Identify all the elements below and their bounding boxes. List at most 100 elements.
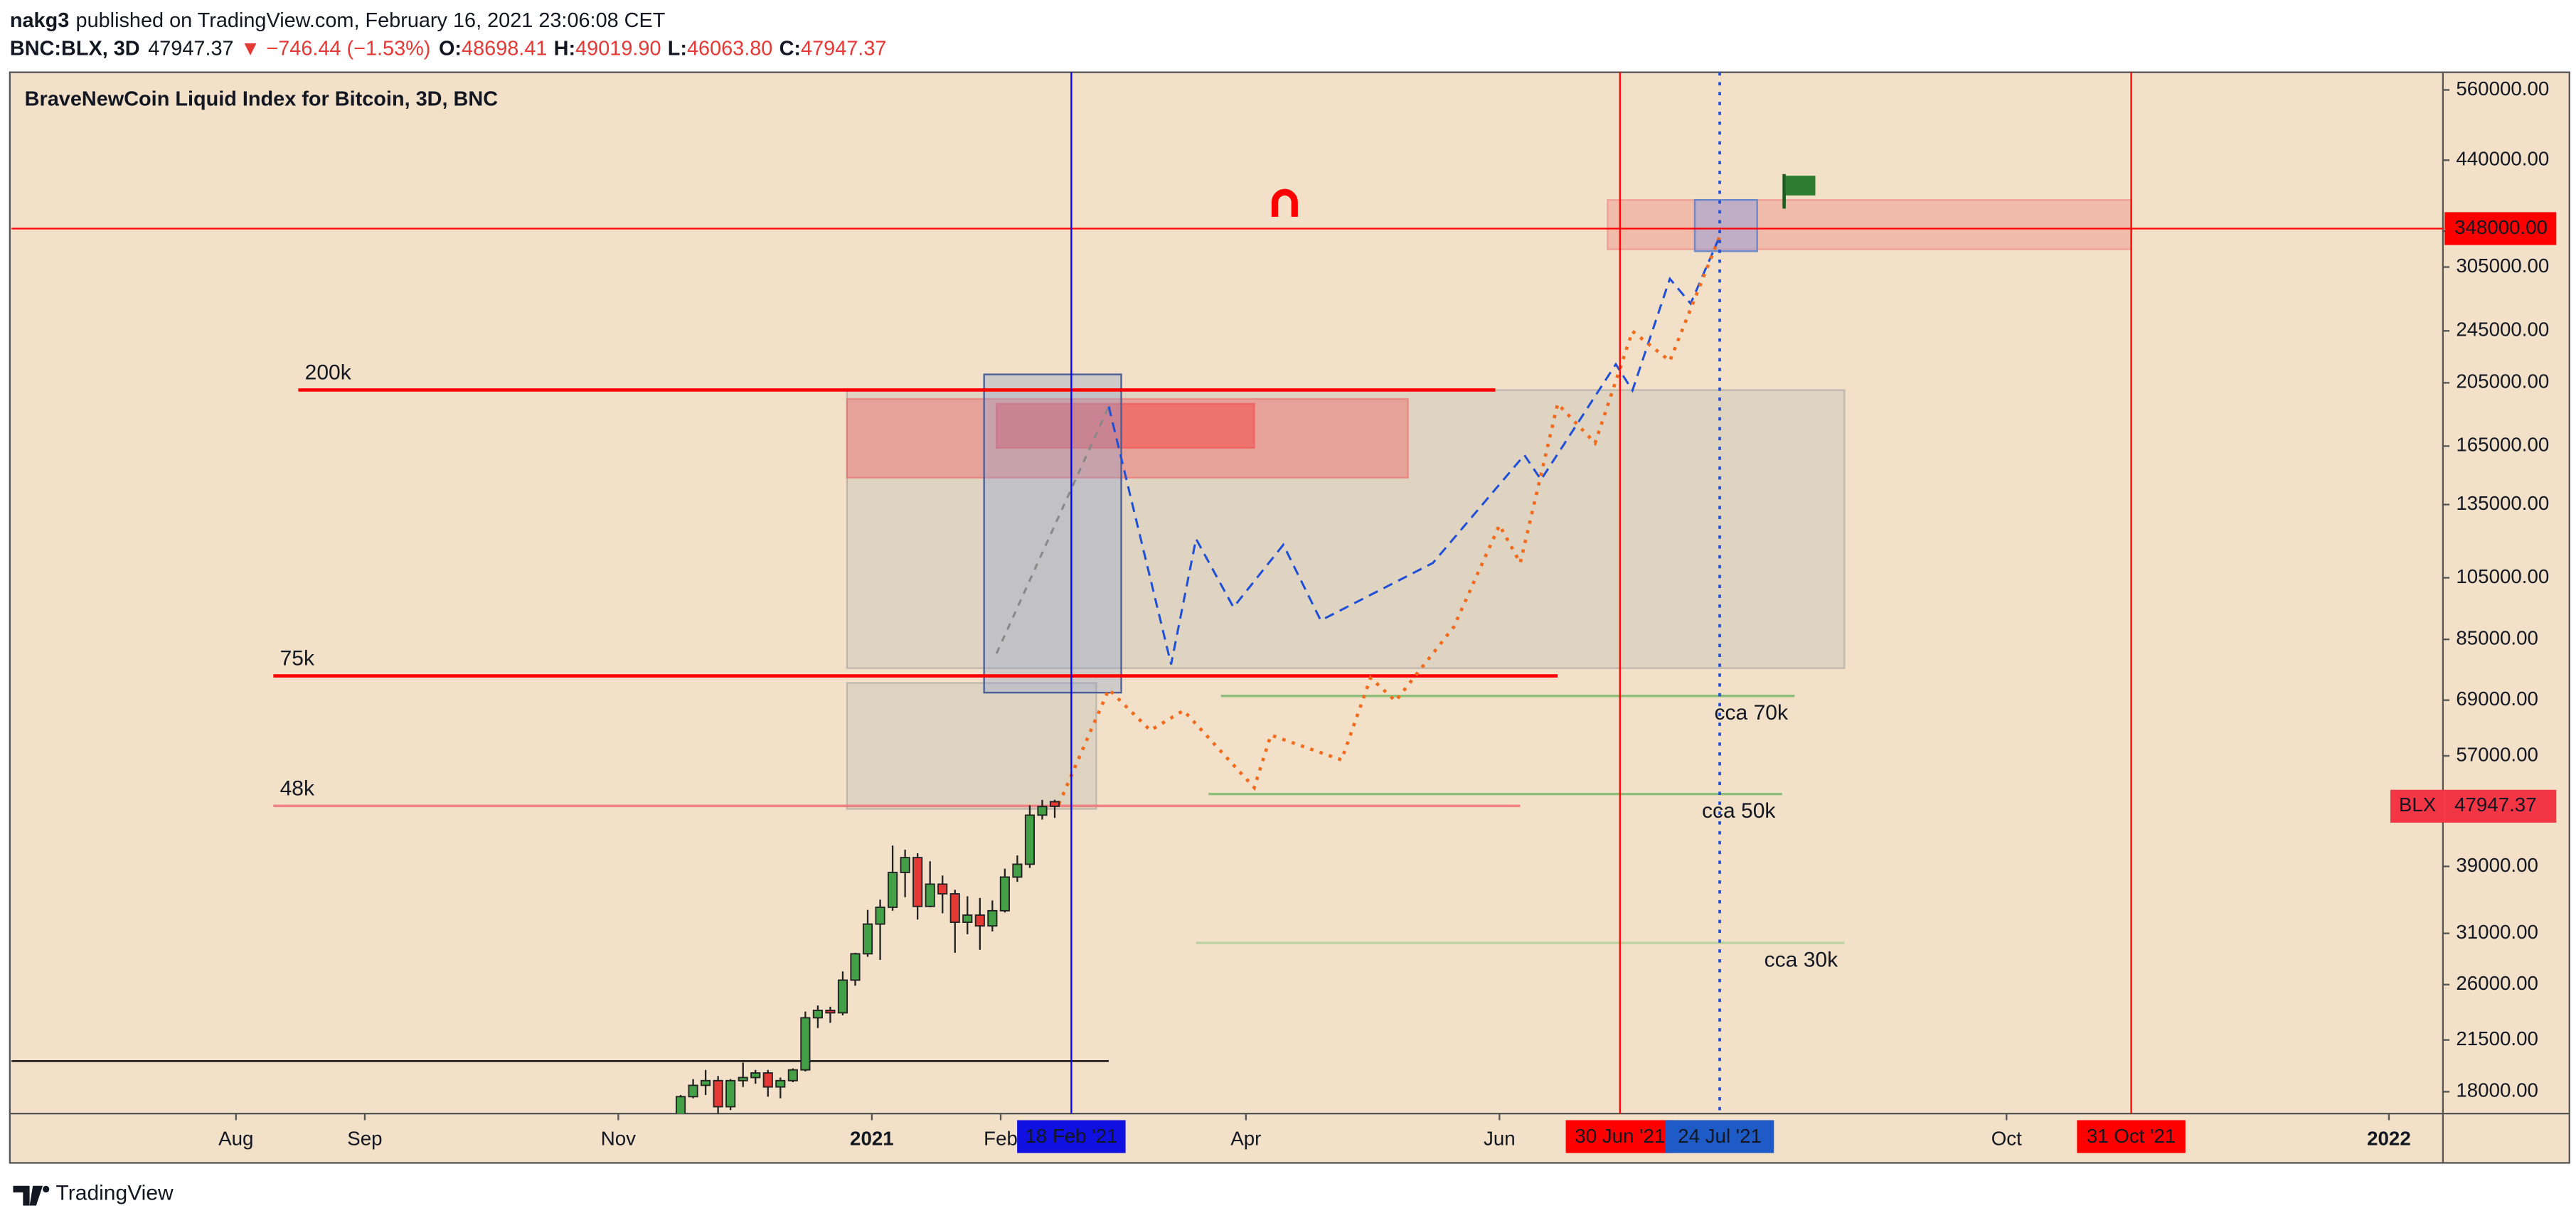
- y-tick-label: 21500.00: [2456, 1027, 2538, 1050]
- zone: [1607, 198, 2132, 250]
- chart-title: BraveNewCoin Liquid Index for Bitcoin, 3…: [25, 88, 499, 111]
- price-line-label-bg: [2444, 212, 2557, 245]
- candle-body: [974, 914, 985, 927]
- y-tick-label: 69000.00: [2456, 688, 2538, 710]
- candle-body: [725, 1079, 736, 1108]
- candle-body: [675, 1096, 686, 1114]
- plot-area: 200k 75k 48k cca 70k cca 50k cca 30k: [11, 198, 2443, 1114]
- last-price-label: 47947.37: [2454, 794, 2537, 816]
- candle-body: [713, 1079, 723, 1108]
- logo-mark: [13, 1185, 50, 1206]
- y-tick-label: 26000.00: [2456, 972, 2538, 994]
- marker-label-bg: [1017, 1120, 1126, 1153]
- candle-body: [962, 914, 973, 923]
- y-tick-label: 305000.00: [2456, 255, 2549, 277]
- marker-label-bg: [1565, 1120, 1675, 1153]
- level-label: 75k: [280, 646, 315, 670]
- price-line-label: 348000.00: [2454, 216, 2548, 238]
- candle-body: [1024, 814, 1036, 865]
- last: 47947.37: [148, 37, 233, 60]
- candle-body: [888, 872, 898, 908]
- footer-brand: TradingView: [56, 1181, 174, 1205]
- c-label: C:: [779, 37, 801, 60]
- y-tick-label: 57000.00: [2456, 743, 2538, 765]
- candle-body: [949, 893, 960, 923]
- x-tick-label: Feb: [984, 1127, 1018, 1149]
- candle-body: [800, 1017, 811, 1071]
- marker-label: 31 Oct '21: [2087, 1125, 2176, 1147]
- level-label: cca 70k: [1715, 701, 1789, 725]
- zone: [983, 373, 1122, 694]
- marker-label: 24 Jul '21: [1678, 1125, 1762, 1147]
- last-price-name-bg: [2390, 789, 2445, 823]
- x-tick-label: Jun: [1484, 1127, 1516, 1149]
- candle-body: [825, 1010, 836, 1014]
- candle-body: [812, 1010, 823, 1019]
- last-price-bg: [2444, 789, 2557, 823]
- candle-body: [925, 883, 935, 907]
- candle-body: [775, 1079, 786, 1088]
- candle-body: [787, 1069, 798, 1082]
- l-label: L:: [668, 37, 687, 60]
- marker-label: 18 Feb '21: [1025, 1125, 1117, 1147]
- level-label: cca 30k: [1765, 948, 1838, 971]
- o-label: O:: [439, 37, 462, 60]
- y-tick-label: 31000.00: [2456, 921, 2538, 943]
- symbol: BNC:BLX, 3D: [10, 37, 140, 60]
- h-value: 49019.90: [575, 37, 661, 60]
- marker-label-bg: [2077, 1120, 2186, 1153]
- candle-body: [762, 1072, 773, 1088]
- candle-body: [1049, 801, 1060, 807]
- level-label: 200k: [305, 361, 352, 384]
- zone: [996, 402, 1255, 449]
- y-tick-label: 85000.00: [2456, 627, 2538, 649]
- candle-body: [738, 1077, 748, 1082]
- change: ▼ −746.44 (−1.53%): [240, 37, 431, 60]
- x-tick-label: 2022: [2367, 1127, 2411, 1149]
- y-tick-label: 440000.00: [2456, 148, 2549, 170]
- header-line-2: BNC:BLX, 3D 47947.37 ▼ −746.44 (−1.53%) O:4…: [10, 37, 887, 60]
- author: nakg3: [10, 9, 69, 32]
- h-label: H:: [554, 37, 575, 60]
- y-tick-label: 18000.00: [2456, 1079, 2538, 1101]
- last-price-name: BLX: [2399, 794, 2436, 816]
- y-tick-label: 135000.00: [2456, 492, 2549, 514]
- candle-body: [688, 1084, 698, 1098]
- x-tick-label: 2021: [850, 1127, 894, 1149]
- zone: [1693, 198, 1758, 252]
- y-tick-label: 205000.00: [2456, 370, 2549, 392]
- y-tick-label: 105000.00: [2456, 565, 2549, 587]
- x-tick-label: Apr: [1230, 1127, 1261, 1149]
- candle-body: [850, 953, 861, 981]
- magnet-icon: [1271, 188, 1298, 217]
- projection-path: [1107, 235, 1721, 665]
- candle-body: [999, 876, 1010, 912]
- flag-icon: [1782, 173, 1816, 209]
- level-label: cca 50k: [1702, 799, 1776, 823]
- plot: 200k 75k 48k cca 70k cca 50k cca 30k 560000.00…: [11, 72, 2557, 1153]
- x-tick-label: Oct: [1991, 1127, 2022, 1149]
- y-tick-label: 39000.00: [2456, 854, 2538, 876]
- magnet-shape: [1271, 188, 1298, 217]
- candle-body: [900, 857, 910, 873]
- l-value: 46063.80: [687, 37, 772, 60]
- candle-body: [875, 907, 885, 925]
- footer-logo: TradingView: [13, 1181, 174, 1206]
- candle-body: [937, 883, 948, 894]
- candle-body: [701, 1079, 711, 1086]
- o-value: 48698.41: [462, 37, 547, 60]
- y-tick-label: 560000.00: [2456, 78, 2549, 100]
- candle-body: [837, 979, 848, 1014]
- candle-body: [987, 909, 998, 927]
- candle-body: [1012, 863, 1023, 878]
- projection-path: [995, 406, 1110, 654]
- marker-label-bg: [1665, 1120, 1774, 1153]
- chart-frame: [9, 71, 2570, 1164]
- x-tick-label: Aug: [218, 1127, 253, 1149]
- flag-cloth: [1785, 176, 1816, 196]
- header-line-1: nakg3 published on TradingView.com, Febru…: [10, 9, 666, 32]
- c-value: 47947.37: [801, 37, 886, 60]
- candle-body: [750, 1072, 761, 1079]
